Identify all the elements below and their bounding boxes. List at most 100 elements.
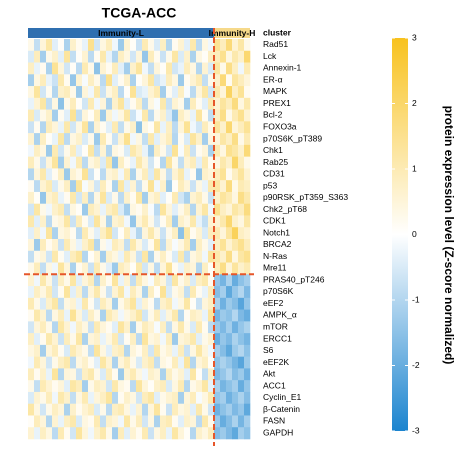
heatmap-cell	[100, 333, 107, 346]
heatmap-cell	[190, 86, 197, 99]
heatmap-cell	[178, 144, 185, 157]
heatmap-cell	[154, 156, 161, 169]
heatmap-cell	[178, 180, 185, 193]
heatmap-cell	[130, 168, 137, 181]
heatmap-cell	[190, 121, 197, 134]
heatmap-cell	[244, 215, 251, 228]
heatmap-cell	[94, 380, 101, 393]
heatmap-cell	[142, 203, 149, 216]
heatmap-cell	[202, 427, 209, 440]
heatmap-cell	[136, 391, 143, 405]
heatmap-cell	[244, 309, 251, 322]
heatmap-cell	[136, 86, 143, 99]
heatmap-cell	[88, 262, 95, 275]
heatmap-cell	[160, 74, 167, 87]
heatmap-cell	[244, 333, 251, 346]
heatmap-cell	[28, 109, 35, 122]
heatmap-cell	[172, 227, 179, 240]
heatmap-cell	[148, 262, 155, 275]
row-label: MAPK	[263, 86, 287, 96]
heatmap-cell	[226, 156, 233, 169]
heatmap-cell	[34, 109, 41, 122]
heatmap-cell	[124, 227, 131, 240]
heatmap-cell	[184, 133, 191, 146]
heatmap-cell	[148, 168, 155, 181]
heatmap-cell	[112, 380, 119, 393]
heatmap-cell	[52, 274, 59, 287]
heatmap-cell	[160, 191, 167, 205]
heatmap-cell	[136, 333, 143, 346]
heatmap-cell	[124, 274, 131, 287]
heatmap-cell	[52, 97, 59, 110]
heatmap-cell	[190, 144, 197, 157]
heatmap-cell	[238, 86, 245, 99]
heatmap-cell	[88, 191, 95, 205]
heatmap-cell	[136, 403, 143, 416]
row-label: Bcl-2	[263, 110, 283, 120]
heatmap-cell	[190, 344, 197, 357]
heatmap-cell	[40, 356, 47, 369]
heatmap-cell	[106, 74, 113, 87]
heatmap-cell	[244, 239, 251, 252]
heatmap-cell	[136, 168, 143, 181]
heatmap-cell	[172, 356, 179, 369]
heatmap-cell	[130, 309, 137, 322]
heatmap-cell	[100, 321, 107, 334]
heatmap-cell	[112, 203, 119, 216]
heatmap-cell	[136, 297, 143, 310]
heatmap-cell	[238, 62, 245, 75]
heatmap-cell	[184, 227, 191, 240]
heatmap-cell	[100, 39, 107, 52]
heatmap-cell	[166, 262, 173, 275]
heatmap-cell	[238, 297, 245, 310]
heatmap-cell	[100, 180, 107, 193]
heatmap-cell	[148, 191, 155, 205]
heatmap-cell	[184, 191, 191, 205]
heatmap-cell	[28, 215, 35, 228]
heatmap-cell	[82, 239, 89, 252]
heatmap-cell	[172, 180, 179, 193]
heatmap-cell	[94, 250, 101, 263]
heatmap-cell	[112, 427, 119, 440]
heatmap-cell	[64, 309, 71, 322]
heatmap-cell	[28, 168, 35, 181]
heatmap-cell	[118, 250, 125, 263]
heatmap-cell	[166, 74, 173, 87]
heatmap-cell	[208, 333, 215, 346]
heatmap-cell	[112, 168, 119, 181]
heatmap-cell	[166, 180, 173, 193]
heatmap-cell	[112, 250, 119, 263]
heatmap-cell	[106, 203, 113, 216]
heatmap-cell	[58, 403, 65, 416]
heatmap-cell	[46, 203, 53, 216]
heatmap-cell	[106, 227, 113, 240]
heatmap-cell	[178, 86, 185, 99]
heatmap-cell	[148, 227, 155, 240]
heatmap-cell	[220, 274, 227, 287]
heatmap-cell	[100, 391, 107, 405]
heatmap-cell	[58, 309, 65, 322]
heatmap-cell	[220, 239, 227, 252]
heatmap-cell	[148, 39, 155, 52]
heatmap-cell	[34, 286, 41, 299]
heatmap-cell	[58, 62, 65, 75]
heatmap-cell	[172, 121, 179, 134]
heatmap-cell	[46, 121, 53, 134]
heatmap-cell	[28, 50, 35, 63]
heatmap-cell	[76, 297, 83, 310]
heatmap-cell	[178, 309, 185, 322]
heatmap-cell	[82, 262, 89, 275]
heatmap-cell	[40, 109, 47, 122]
heatmap-cell	[184, 391, 191, 405]
heatmap-cell	[106, 250, 113, 263]
heatmap-cell	[64, 286, 71, 299]
heatmap-cell	[208, 74, 215, 87]
heatmap-cell	[76, 274, 83, 287]
heatmap-cell	[178, 427, 185, 440]
heatmap-cell	[220, 250, 227, 263]
heatmap-cell	[166, 250, 173, 263]
heatmap-cell	[130, 109, 137, 122]
heatmap-cell	[28, 297, 35, 310]
heatmap-cell	[196, 50, 203, 63]
heatmap-cell	[148, 333, 155, 346]
